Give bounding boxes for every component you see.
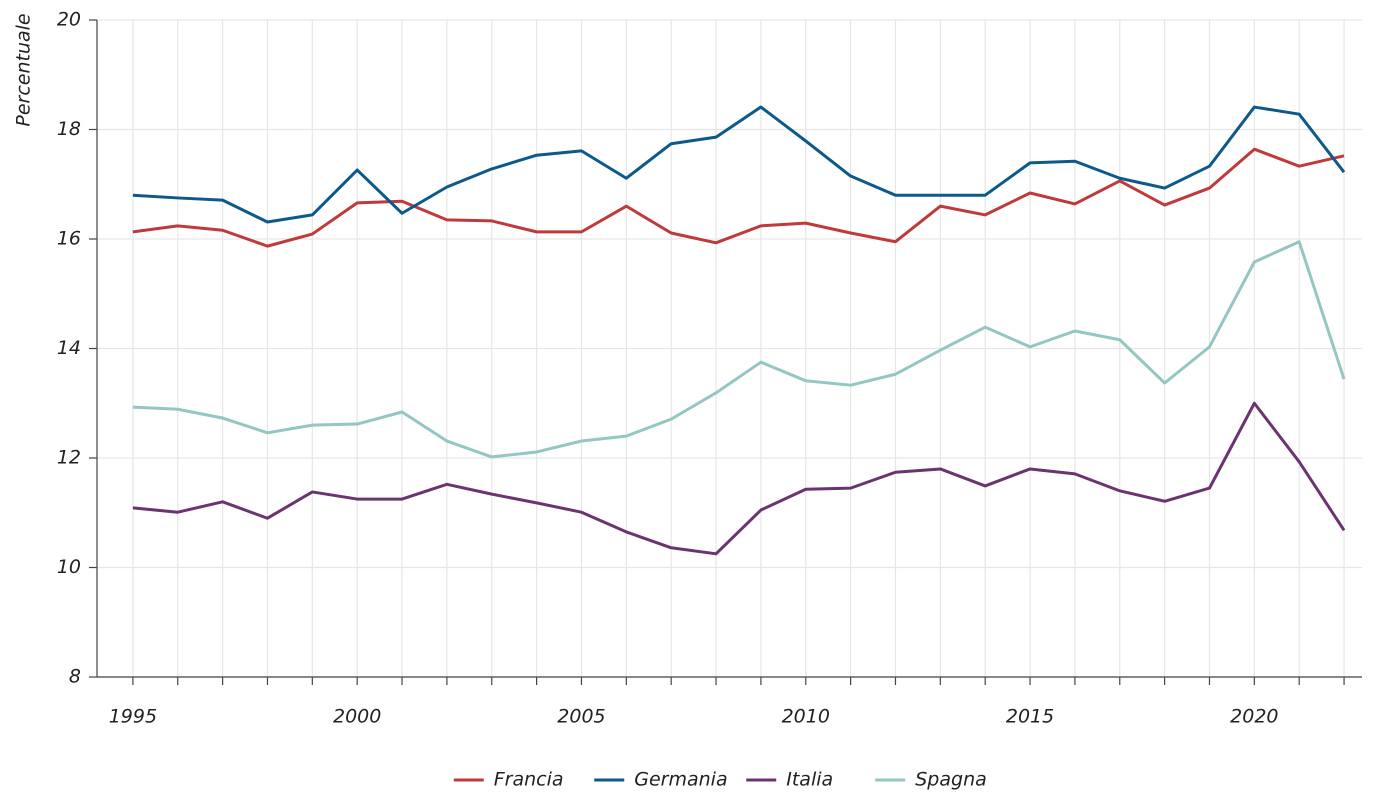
legend-label: Germania <box>634 769 727 791</box>
legend-label: Spagna <box>915 769 987 791</box>
y-tick-label: 18 <box>57 118 81 140</box>
x-tick-label: 2000 <box>333 706 381 728</box>
legend-label: Francia <box>494 769 564 791</box>
x-tick-label: 1995 <box>109 706 157 728</box>
series-line <box>132 401 1346 556</box>
x-tick-label: 2015 <box>1006 706 1054 728</box>
x-tick-label: 2005 <box>557 706 605 728</box>
y-tick-label: 8 <box>69 666 81 688</box>
series-line <box>132 105 1346 224</box>
y-tick-label: 14 <box>57 337 81 359</box>
y-tick-label: 20 <box>57 9 81 31</box>
x-tick-label: 2020 <box>1230 706 1278 728</box>
y-tick-label: 12 <box>57 447 81 469</box>
y-tick-label: 10 <box>57 556 81 578</box>
series-line <box>132 147 1345 248</box>
legend-label: Italia <box>786 769 833 791</box>
y-axis-label: Percentuale <box>13 13 35 126</box>
x-tick-label: 2010 <box>782 706 830 728</box>
y-tick-label: 16 <box>57 228 81 250</box>
series-line <box>132 240 1346 459</box>
